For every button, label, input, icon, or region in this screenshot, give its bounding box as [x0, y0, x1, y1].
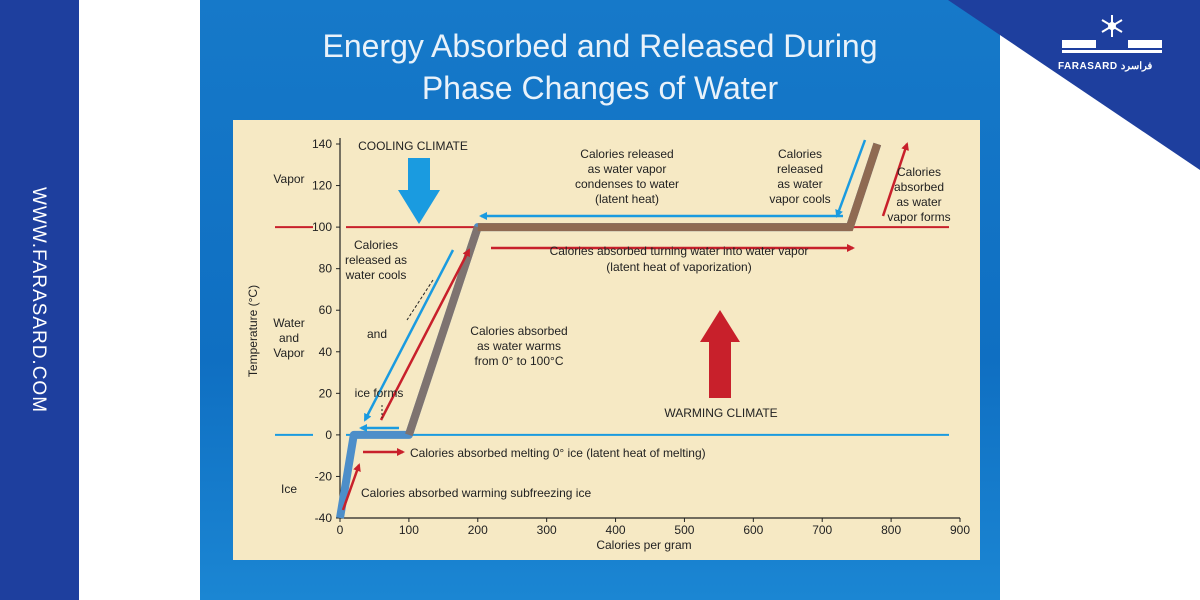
cooling-climate-label: COOLING CLIMATE	[358, 139, 468, 153]
chart-svg: -40 -20 0 20 40 60 80 100 120 140 0 100 200 300 400 500…	[246, 137, 970, 552]
x-axis-label: Calories per gram	[596, 538, 691, 552]
phase-label-vapor-line-1: Vapor	[273, 172, 304, 186]
y-tick-label-100: 100	[312, 220, 332, 234]
arrow-subfreezing	[341, 463, 361, 511]
snowflake-icon	[1101, 15, 1123, 37]
water-cools-label-line-3: water cools	[345, 268, 407, 282]
y-tick-label-60: 60	[319, 303, 333, 317]
leader-water-cools	[406, 279, 434, 321]
water-cools-label-line-2: released as	[345, 253, 407, 267]
water-cools-label-line-1: Calories	[354, 238, 398, 252]
condense-label-line-4: (latent heat)	[595, 192, 659, 206]
subfreezing-label: Calories absorbed warming subfreezing ic…	[361, 486, 591, 500]
x-tick-label-800: 800	[881, 523, 901, 537]
x-tick-label-0: 0	[337, 523, 344, 537]
y-tick-label-20: 20	[319, 386, 333, 400]
condense-label-line-3: condenses to water	[575, 177, 679, 191]
vapor-forms-label-line-3: as water	[896, 195, 941, 209]
phase-label-water-vapor-line-3: Vapor	[273, 346, 304, 360]
side-url: WWW.FARASARD.COM	[28, 186, 49, 414]
left-band	[0, 0, 79, 600]
y-tick-label-0: 0	[325, 428, 332, 442]
chart-title-line-1: Energy Absorbed and Released During	[322, 28, 878, 64]
vaporization-label-line-2: (latent heat of vaporization)	[606, 260, 751, 274]
x-tick-label-100: 100	[399, 523, 419, 537]
y-tick-label-80: 80	[319, 262, 333, 276]
cooling-arrow	[398, 158, 440, 224]
vapor-forms-label-line-1: Calories	[897, 165, 941, 179]
vapor-forms-label-line-4: vapor forms	[887, 210, 950, 224]
brand-wordmark-graphic	[1062, 40, 1162, 53]
brand-script: فراسرد	[1120, 61, 1153, 72]
x-tick-label-400: 400	[606, 523, 626, 537]
vaporization-label-line-1: Calories absorbed turning water into wat…	[550, 244, 809, 258]
x-tick-label-700: 700	[812, 523, 832, 537]
arrow-vapor-cools	[835, 139, 867, 218]
water-warms-label-line-3: from 0° to 100°C	[475, 354, 564, 368]
vapor-cools-label-line-2: released	[777, 162, 823, 176]
corner-triangle	[948, 0, 1200, 170]
phase-label-water-vapor-line-1: Water	[273, 316, 305, 330]
curve-line-water	[405, 225, 482, 437]
x-tick-label-900: 900	[950, 523, 970, 537]
phase-label-ice-line-1: Ice	[281, 482, 297, 496]
arrow-vapor-forms	[881, 142, 909, 217]
vapor-forms-label-line-2: absorbed	[894, 180, 944, 194]
phase-label-water-vapor-line-2: and	[279, 331, 299, 345]
y-tick-label-40: 40	[319, 345, 333, 359]
warming-arrow	[700, 310, 740, 398]
arrow-water-warms	[379, 248, 471, 421]
y-tick-label-140: 140	[312, 137, 332, 151]
brand-name: FARASARD فراسرد	[1058, 61, 1153, 72]
condense-label-line-2: as water vapor	[588, 162, 667, 176]
vapor-cools-label-line-4: vapor cools	[769, 192, 830, 206]
x-tick-label-200: 200	[468, 523, 488, 537]
y-tick-label--40: -40	[315, 511, 333, 525]
vapor-cools-label-line-3: as water	[777, 177, 822, 191]
curve-line-vapor	[477, 142, 882, 232]
vapor-cools-label-line-1: Calories	[778, 147, 822, 161]
warming-climate-label: WARMING CLIMATE	[664, 406, 777, 420]
water-warms-label-line-2: as water warms	[477, 339, 561, 353]
brand-corner	[948, 0, 1200, 170]
water-warms-label-line-1: Calories absorbed	[470, 324, 567, 338]
chart-title-line-2: Phase Changes of Water	[421, 70, 779, 106]
y-tick-label--20: -20	[315, 469, 333, 483]
y-tick-label-120: 120	[312, 179, 332, 193]
melting-label: Calories absorbed melting 0° ice (latent…	[410, 446, 706, 460]
x-tick-label-500: 500	[674, 523, 694, 537]
arrow-water-cools	[363, 249, 455, 422]
ice-forms-label: ice forms	[355, 386, 404, 400]
x-tick-label-300: 300	[537, 523, 557, 537]
and-label: and	[367, 327, 387, 341]
chart-panel: -40 -20 0 20 40 60 80 100 120 140 0 100 200 300 400 500…	[233, 120, 980, 560]
condense-label-line-1: Calories released	[580, 147, 673, 161]
y-axis-label: Temperature (°C)	[246, 285, 260, 377]
x-tick-label-600: 600	[743, 523, 763, 537]
